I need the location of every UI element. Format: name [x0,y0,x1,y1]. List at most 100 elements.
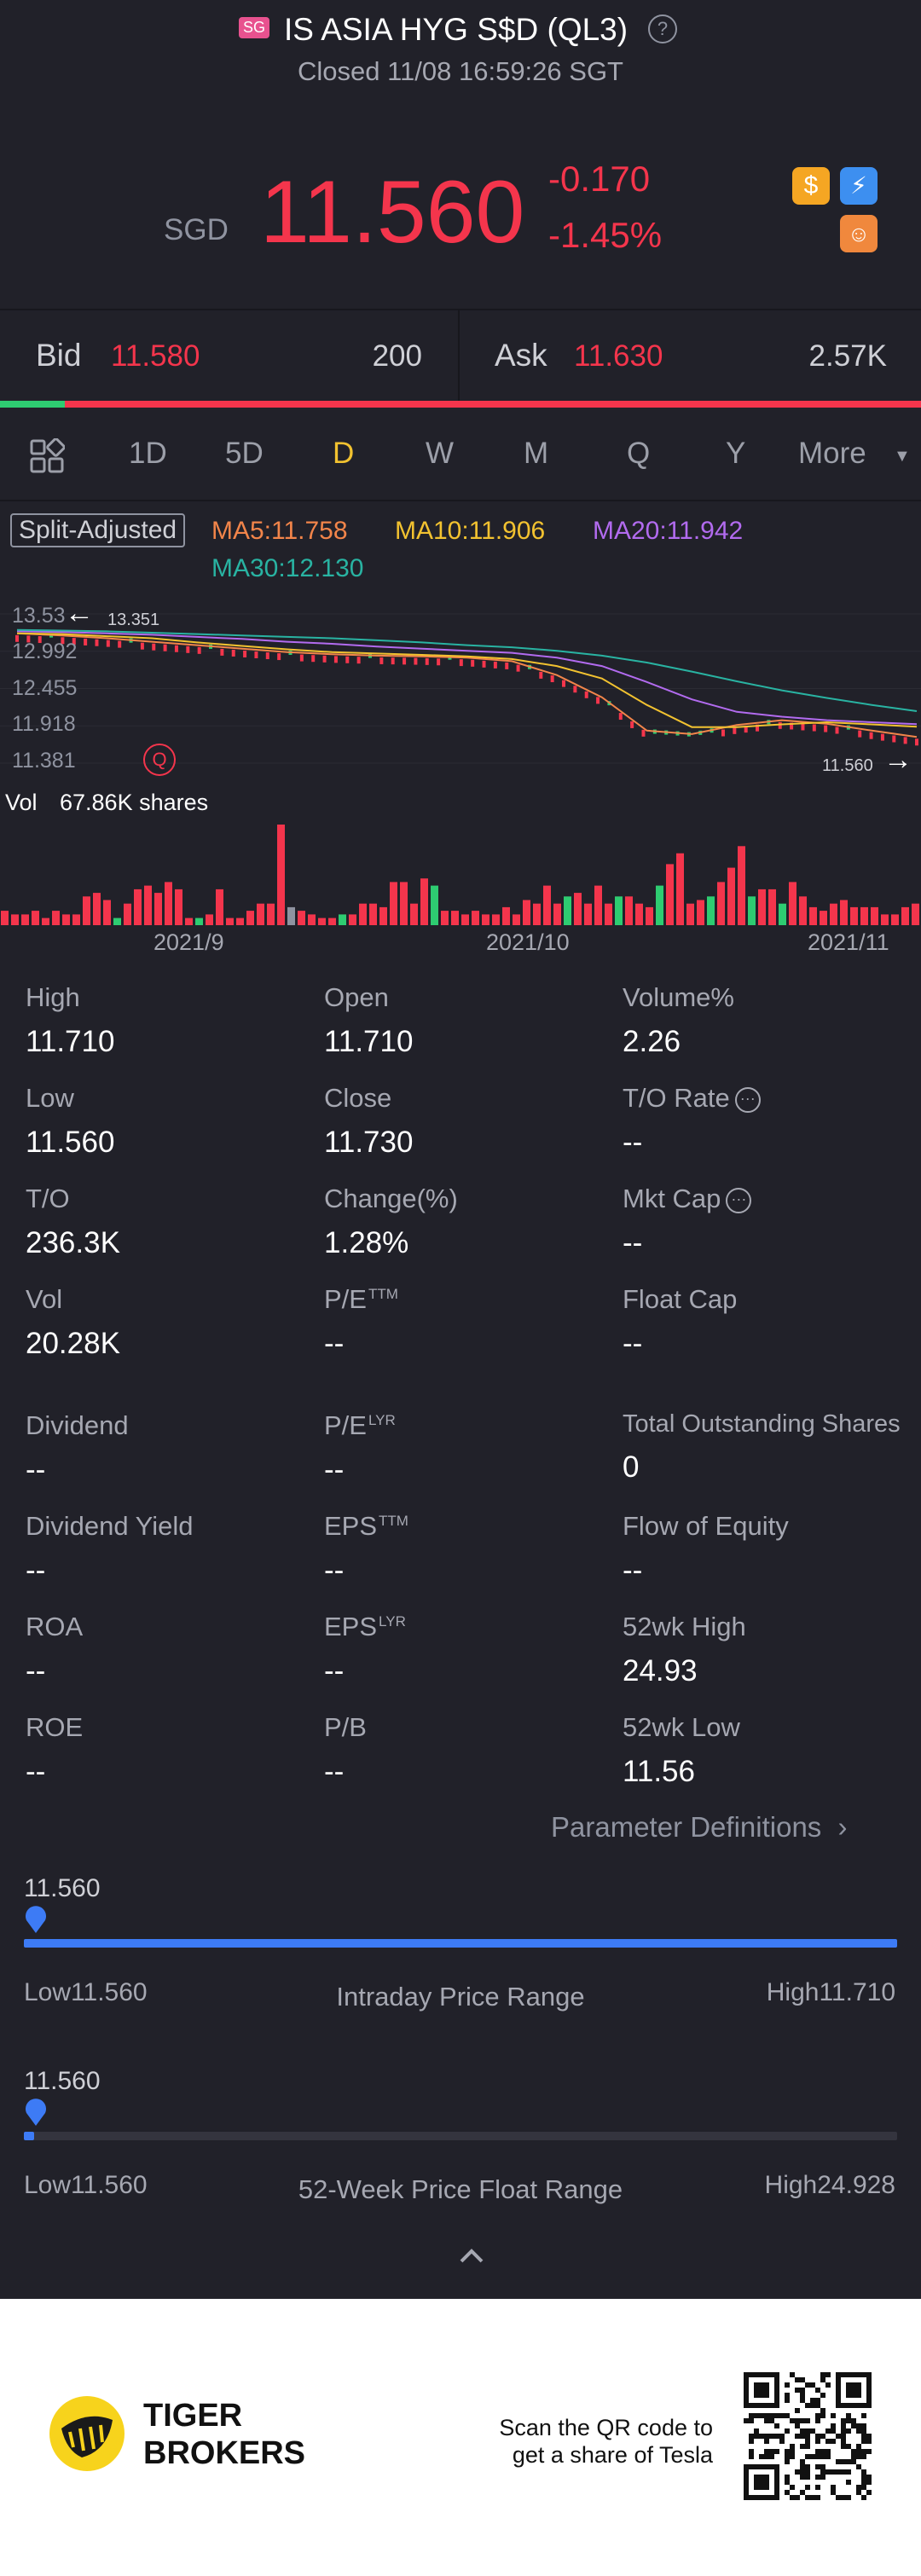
volume-bar [676,853,684,925]
tab-5d[interactable]: 5D [225,437,264,470]
brand-line2: BROKERS [143,2435,306,2471]
split-adjusted-toggle[interactable]: Split-Adjusted [10,513,186,547]
qr-module [805,2428,810,2434]
tab-y[interactable]: Y [726,437,746,470]
volume-bar [789,882,796,925]
volume-bar [113,918,121,925]
stat-label-text: P/E [324,1284,367,1314]
qr-module [800,2469,805,2475]
chevron-down-icon[interactable]: ▼ [894,447,911,466]
qr-module [785,2480,790,2485]
volume-bar [666,864,674,925]
qr-module [800,2464,805,2469]
qr-module [800,2475,805,2480]
candle [641,729,646,737]
stat-label: Close [324,1083,618,1114]
qr-module [825,2382,831,2388]
volume-bar [185,918,193,925]
chat-icon[interactable]: ☺ [840,215,878,252]
volume-bar [420,878,428,925]
qr-module [866,2475,872,2480]
stat-value: 11.56 [623,1755,695,1788]
candle [379,657,384,664]
candle [277,653,281,661]
tab-w[interactable]: W [426,437,455,470]
volume-bar [359,903,367,925]
stat-cell: T/O 236.3K [26,1184,320,1260]
footer-banner: TIGER BROKERS Scan the QR code to get a … [0,2299,921,2576]
qr-module [815,2464,820,2469]
tab-1d[interactable]: 1D [129,437,167,470]
qr-module [800,2398,805,2403]
ask-label: Ask [495,338,547,373]
volume-bar [441,911,449,925]
qr-module [764,2418,769,2423]
stat-value: 2.26 [623,1025,681,1058]
candle [812,724,816,732]
volume-bar [379,906,387,925]
market-badge: SG [239,17,270,38]
qr-module [749,2449,754,2454]
qr-module [805,2403,810,2408]
volume-bar [502,906,510,925]
candle [95,639,99,646]
candle [72,638,76,645]
stat-label: P/B [324,1712,618,1743]
qr-module [774,2449,779,2454]
chevron-up-icon[interactable] [455,2243,489,2268]
qr-module [851,2418,856,2423]
qr-module [831,2423,836,2428]
volume-bar [871,906,878,925]
stat-label-text: Flow of Equity [623,1511,789,1541]
candle [505,662,509,669]
help-icon[interactable]: ? [648,14,677,43]
tab-q[interactable]: Q [627,437,651,470]
qr-module [861,2495,866,2500]
arrow-left-icon: ← [65,597,94,629]
chart-area[interactable]: Split-Adjusted MA5:11.758 MA10:11.906 MA… [0,503,921,964]
q-marker-icon[interactable]: Q [143,744,176,776]
tab-more[interactable]: More [798,437,866,470]
qr-module [861,2469,866,2475]
qr-module [841,2469,846,2475]
qr-module [815,2398,820,2403]
qr-module [785,2398,790,2403]
stat-label: Dividend [26,1410,320,1441]
candle [824,725,828,732]
stat-cell: T/O Rate ··· -- [623,1083,917,1160]
week52-low-value: 11.560 [71,2171,148,2199]
volume-chart [1,825,919,925]
x-tick: 2021/11 [808,929,889,955]
candle [437,658,441,666]
bid-ask-ratio-bar [0,401,921,408]
qr-module [861,2434,866,2439]
stat-label-text: Open [324,982,389,1012]
header: SG IS ASIA HYG S$D (QL3) ? Closed 11/08 … [0,0,921,94]
stat-cell: P/E LYR -- [324,1410,618,1487]
y-tick: 12.455 [12,676,78,700]
qr-module [805,2434,810,2439]
brand-line1: TIGER [143,2398,243,2434]
chart-layout-icon[interactable] [29,437,66,474]
tab-m[interactable]: M [524,437,549,470]
qr-module [856,2490,861,2495]
more-info-icon[interactable]: ··· [726,1187,752,1213]
parameter-definitions-link[interactable]: Parameter Definitions › [551,1811,847,1844]
qr-module [861,2413,866,2418]
volume-label: Vol [5,790,38,815]
qr-module [805,2418,810,2423]
more-info-icon[interactable]: ··· [734,1086,761,1113]
qr-module [815,2418,820,2423]
candle [573,686,577,693]
qr-module [825,2428,831,2434]
lightning-icon[interactable]: ⚡ [840,167,878,205]
qr-module [841,2428,846,2434]
qr-module [861,2439,866,2444]
qr-module [841,2444,846,2449]
tab-d[interactable]: D [333,437,355,470]
qr-code[interactable] [744,2372,872,2500]
stat-value: -- [324,1554,345,1587]
dollar-icon[interactable]: $ [792,167,830,205]
qr-module [795,2495,800,2500]
qr-module [800,2444,805,2449]
